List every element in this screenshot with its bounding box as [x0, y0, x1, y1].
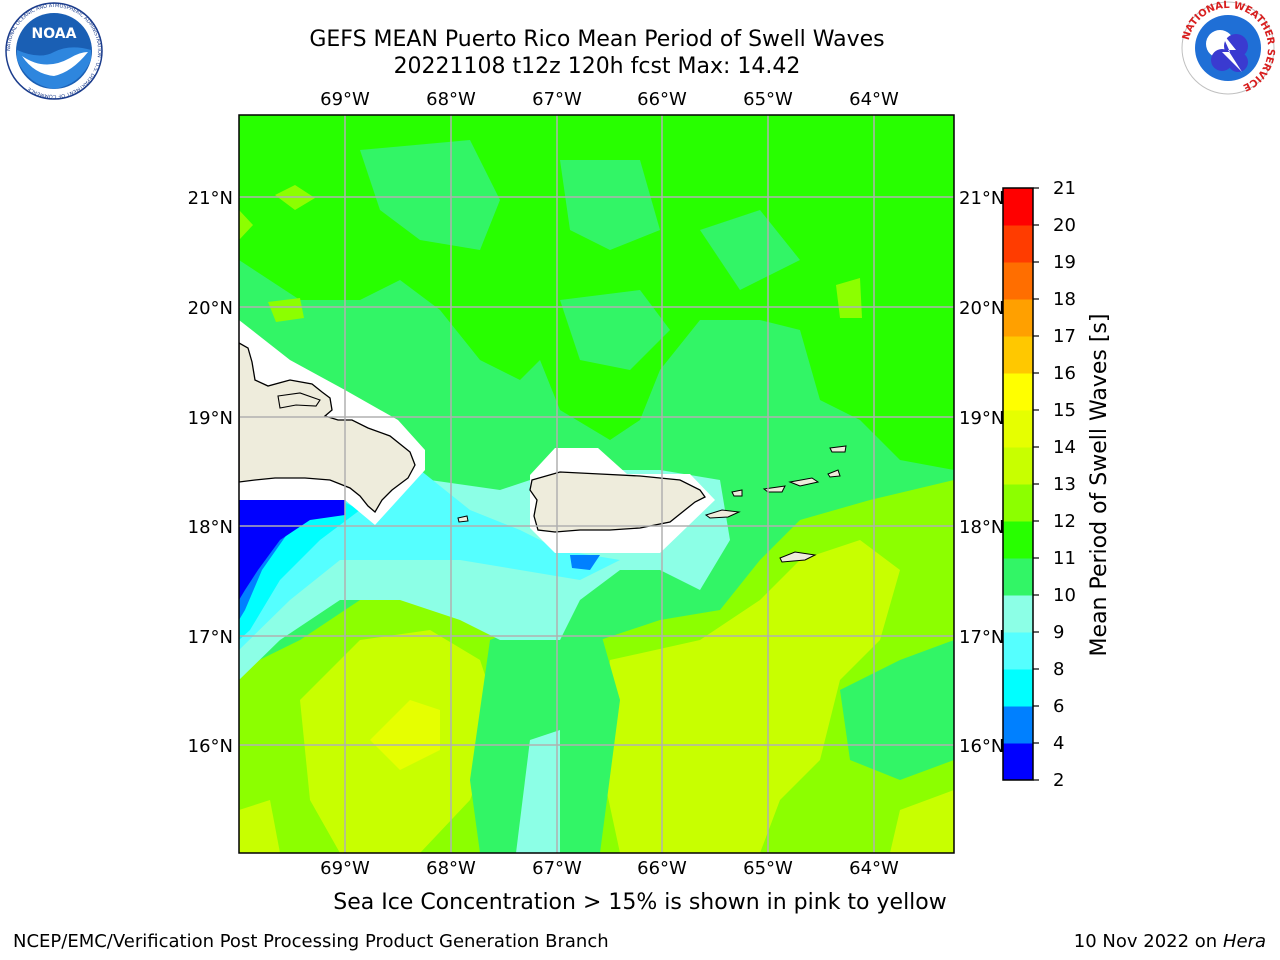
field-patch-pr-south	[570, 555, 600, 570]
colorbar-swatch-2	[1003, 669, 1033, 707]
lon-label-bottom-65w: 65°W	[743, 858, 793, 879]
colorbar-tick-label-21: 21	[1053, 178, 1076, 199]
land-hispaniola	[239, 342, 416, 514]
land-st-croix	[779, 551, 817, 563]
colorbar-ticks: 2 4 6 8 9 10 11 12 13 14 15 16 17 18 19 20 21	[1033, 178, 1076, 791]
land-culebra	[731, 489, 743, 497]
lat-label-left-16n: 16°N	[188, 736, 233, 757]
map-frame	[238, 114, 955, 854]
lat-label-left-17n: 17°N	[188, 627, 233, 648]
lon-label-bottom-67w: 67°W	[532, 858, 582, 879]
colorbar-swatch-4	[1003, 595, 1033, 633]
land-mona-island	[457, 515, 469, 523]
colorbar-swatch-13	[1003, 262, 1033, 300]
lat-label-left-20n: 20°N	[188, 298, 233, 319]
colorbar-swatch-7	[1003, 484, 1033, 522]
colorbar-tick-label-15: 15	[1053, 400, 1076, 421]
lon-label-top-69w: 69°W	[320, 89, 370, 110]
colorbar-swatch-12	[1003, 299, 1033, 337]
lat-label-right-21n: 21°N	[959, 188, 1004, 209]
chart-title: GEFS MEAN Puerto Rico Mean Period of Swe…	[309, 27, 885, 52]
footer-date-text: 10 Nov 2022 on	[1073, 931, 1218, 952]
land-virgin-gorda	[827, 469, 841, 478]
field-streak-south	[516, 730, 560, 853]
colorbar-swatch-15	[1003, 188, 1033, 226]
noaa-logo: NOAA NATIONAL OCEANIC AND ATMOSPHERIC AD…	[5, 2, 103, 100]
lon-label-top-65w: 65°W	[743, 89, 793, 110]
colorbar-swatch-11	[1003, 336, 1033, 374]
colorbar-tick-label-13: 13	[1053, 474, 1076, 495]
land-hispaniola-bay	[277, 392, 321, 409]
colorbar-label: Mean Period of Swell Waves [s]	[1087, 314, 1112, 657]
colorbar-tick-label-8: 8	[1053, 659, 1064, 680]
colorbar-swatch-10	[1003, 373, 1033, 411]
nws-logo: NATIONAL WEATHER SERVICE	[1181, 0, 1276, 95]
field-patch-north-a	[360, 140, 500, 250]
colorbar-swatch-1	[1003, 706, 1033, 744]
field-band-13-14-sw	[239, 800, 280, 853]
field-patch-yg-3	[268, 298, 304, 322]
map-gridlines	[239, 115, 954, 853]
lon-label-top-68w: 68°W	[426, 89, 476, 110]
lat-label-left-18n: 18°N	[188, 517, 233, 538]
footer-date: 10 Nov 2022 on Hera	[1074, 931, 1266, 952]
colorbar-tick-label-2: 2	[1053, 770, 1064, 791]
land-tortola	[788, 477, 820, 487]
lat-label-left-21n: 21°N	[188, 188, 233, 209]
colorbar-tick-label-20: 20	[1053, 215, 1076, 236]
colorbar-tick-label-12: 12	[1053, 511, 1076, 532]
colorbar-tick-label-16: 16	[1053, 363, 1076, 384]
land-vieques	[704, 509, 741, 519]
field-patch-yg-2	[239, 210, 253, 240]
colorbar-swatch-8	[1003, 447, 1033, 485]
colorbar-tick-label-11: 11	[1053, 548, 1076, 569]
sea-ice-caption: Sea Ice Concentration > 15% is shown in …	[333, 890, 947, 915]
lat-label-right-20n: 20°N	[959, 298, 1004, 319]
lat-label-right-16n: 16°N	[959, 736, 1004, 757]
field-patch-yg-4	[836, 278, 862, 318]
field-patch-north-c	[700, 210, 800, 290]
footer-credit: NCEP/EMC/Verification Post Processing Pr…	[13, 931, 609, 952]
colorbar-swatch-0	[1003, 743, 1033, 781]
colorbar-tick-label-4: 4	[1053, 733, 1064, 754]
colorbar-swatch-6	[1003, 521, 1033, 559]
colorbar-tick-label-18: 18	[1053, 289, 1076, 310]
field-max-patch	[370, 700, 440, 770]
colorbar-swatch-14	[1003, 225, 1033, 263]
colorbar-tick-label-14: 14	[1053, 437, 1076, 458]
lon-label-top-67w: 67°W	[532, 89, 582, 110]
land-anegada	[829, 445, 847, 453]
field-band-2-4	[239, 500, 345, 600]
field-band-13-14-east	[600, 540, 900, 853]
colorbar-swatch-3	[1003, 632, 1033, 670]
lat-label-right-18n: 18°N	[959, 517, 1004, 538]
colorbar-swatches	[1003, 188, 1033, 781]
noaa-logo-text: NOAA	[32, 26, 77, 42]
lon-label-bottom-68w: 68°W	[426, 858, 476, 879]
field-band-13-14-se	[890, 790, 954, 853]
land-st-thomas	[762, 485, 786, 493]
colorbar-tick-label-9: 9	[1053, 622, 1064, 643]
field-patch-north-b	[560, 160, 660, 250]
lon-label-top-66w: 66°W	[637, 89, 687, 110]
lon-label-top-64w: 64°W	[849, 89, 899, 110]
lon-label-bottom-69w: 69°W	[320, 858, 370, 879]
swell-period-field	[239, 115, 954, 853]
colorbar-swatch-9	[1003, 410, 1033, 448]
lat-label-right-19n: 19°N	[959, 408, 1004, 429]
footer-machine: Hera	[1222, 931, 1266, 952]
lat-label-right-17n: 17°N	[959, 627, 1004, 648]
chart-subtitle: 20221108 t12z 120h fcst Max: 14.42	[393, 54, 801, 79]
lon-label-bottom-66w: 66°W	[637, 858, 687, 879]
field-patch-north-d	[560, 290, 670, 370]
colorbar-tick-label-10: 10	[1053, 585, 1076, 606]
colorbar-swatch-5	[1003, 558, 1033, 596]
colorbar-tick-label-19: 19	[1053, 252, 1076, 273]
colorbar-tick-label-17: 17	[1053, 326, 1076, 347]
colorbar-tick-label-6: 6	[1053, 696, 1064, 717]
colorbar: 2 4 6 8 9 10 11 12 13 14 15 16 17 18 19 20 21 Mean Perio…	[1002, 178, 1112, 791]
lon-label-bottom-64w: 64°W	[849, 858, 899, 879]
lat-label-left-19n: 19°N	[188, 408, 233, 429]
